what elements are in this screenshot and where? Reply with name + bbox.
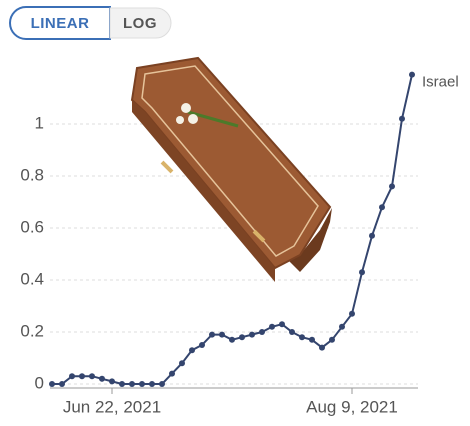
data-point — [269, 323, 275, 330]
log-button[interactable] — [109, 7, 172, 39]
data-point — [209, 331, 215, 338]
data-point — [79, 373, 85, 380]
data-point — [49, 381, 55, 387]
y-tick-label: 0 — [35, 373, 44, 392]
data-point — [219, 331, 225, 338]
data-point — [119, 381, 125, 387]
data-point — [319, 344, 325, 351]
data-point — [189, 347, 195, 354]
data-point — [349, 310, 355, 317]
data-point — [409, 71, 415, 78]
y-tick-label: 0.2 — [20, 321, 44, 340]
data-point — [299, 334, 305, 341]
linear-label[interactable]: LINEAR — [31, 15, 90, 32]
data-point — [69, 373, 75, 380]
data-point — [379, 204, 385, 211]
data-point — [249, 331, 255, 338]
data-point — [229, 336, 235, 343]
data-point — [109, 378, 115, 385]
data-point — [329, 336, 335, 343]
data-point — [139, 381, 145, 387]
data-point — [289, 329, 295, 335]
data-point — [159, 381, 165, 387]
data-point — [339, 323, 345, 330]
data-point — [389, 183, 395, 190]
data-point — [279, 321, 285, 328]
scale-toggle: LINEAR LOG — [9, 6, 172, 40]
series-label: Israel — [422, 74, 459, 91]
data-point — [129, 381, 135, 387]
data-point — [99, 375, 105, 382]
y-tick-label: 1 — [35, 113, 44, 132]
coffin-image — [130, 56, 332, 282]
data-point — [169, 370, 175, 377]
y-tick-label: 0.8 — [20, 165, 44, 184]
data-point — [239, 334, 245, 341]
data-point — [369, 232, 375, 239]
data-point — [179, 360, 185, 367]
log-label[interactable]: LOG — [123, 15, 157, 32]
plot-area: 0 0.2 0.4 0.6 0.8 1 Jun 22, 2021 Aug 9, 2021 Isr… — [20, 71, 459, 416]
data-point — [359, 269, 365, 276]
data-point — [309, 336, 315, 343]
y-tick-label: 0.4 — [20, 269, 44, 288]
x-tick-label: Aug 9, 2021 — [306, 397, 398, 416]
data-point — [259, 329, 265, 335]
x-tick-label: Jun 22, 2021 — [63, 397, 161, 416]
linear-button[interactable] — [9, 6, 111, 40]
y-tick-label: 0.6 — [20, 217, 44, 236]
data-point — [199, 342, 205, 348]
data-point — [399, 115, 405, 122]
data-point — [149, 381, 155, 387]
data-point — [89, 373, 95, 380]
data-point — [59, 381, 65, 387]
